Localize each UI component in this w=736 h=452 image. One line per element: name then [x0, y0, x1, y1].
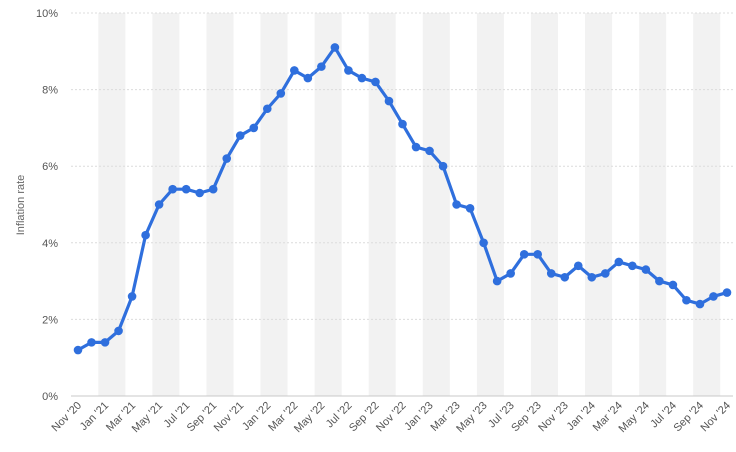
data-point [682, 295, 691, 305]
data-point [154, 200, 164, 209]
data-point [546, 269, 556, 278]
data-point [398, 119, 407, 129]
y-axis-ticks: 0% 2% 4% 6% 8% 10% [36, 8, 58, 403]
x-tick-label: Nov '21 [212, 400, 247, 435]
column-band [206, 13, 234, 396]
data-point [195, 188, 204, 198]
column-band [530, 13, 558, 396]
data-point [330, 43, 340, 52]
column-band [639, 13, 667, 396]
y-tick-label: 2% [42, 314, 58, 326]
data-point [100, 338, 110, 347]
data-point [573, 261, 583, 271]
data-point [506, 269, 515, 278]
data-point [587, 272, 597, 282]
column-band [422, 13, 450, 396]
data-point [114, 326, 123, 336]
data-point [533, 249, 543, 259]
column-band [314, 13, 342, 396]
data-point [628, 261, 637, 271]
data-point [317, 62, 326, 71]
column-band [476, 13, 504, 396]
data-point [249, 123, 259, 133]
data-point [181, 184, 191, 194]
y-tick-label: 4% [42, 238, 58, 250]
data-point [438, 161, 448, 171]
y-tick-label: 10% [36, 8, 58, 20]
data-point [276, 89, 286, 98]
x-tick-label: May '22 [292, 400, 327, 435]
data-point [695, 299, 705, 309]
data-point [411, 142, 421, 152]
x-tick-label: May '24 [617, 400, 652, 435]
data-point [290, 66, 299, 75]
column-band [260, 13, 288, 396]
column-band [693, 13, 721, 396]
data-point [262, 104, 272, 114]
data-point [344, 66, 353, 75]
data-point [452, 200, 461, 209]
data-point [722, 288, 732, 297]
data-point [614, 257, 624, 267]
data-point [655, 276, 664, 286]
data-point [601, 269, 610, 278]
x-tick-label: Nov '24 [699, 400, 734, 435]
column-band [585, 13, 613, 396]
x-tick-label: Nov '22 [374, 400, 409, 435]
data-point [668, 280, 678, 290]
data-point [235, 131, 245, 140]
y-tick-label: 8% [42, 85, 58, 97]
data-point [73, 345, 83, 355]
data-point [465, 204, 475, 213]
x-tick-label: Nov '23 [536, 400, 571, 435]
data-point [641, 265, 651, 274]
x-tick-label: May '21 [130, 400, 165, 435]
gridlines [71, 12, 733, 397]
data-point [208, 184, 218, 194]
data-point [371, 77, 380, 87]
data-point [357, 73, 367, 83]
data-point [492, 276, 502, 286]
data-point [479, 238, 488, 248]
data-point [519, 249, 529, 259]
data-point [141, 230, 150, 240]
data-point [709, 292, 718, 301]
data-point [127, 292, 137, 301]
data-point [303, 73, 313, 83]
x-tick-label: Nov '20 [50, 400, 85, 435]
data-point [87, 338, 96, 347]
data-point [222, 154, 232, 163]
y-tick-label: 6% [42, 161, 58, 173]
x-tick-label: May '23 [454, 400, 489, 435]
column-bands [98, 13, 721, 396]
column-band [368, 13, 396, 396]
data-point [168, 184, 177, 194]
data-points [73, 43, 732, 355]
y-tick-label: 0% [42, 391, 58, 403]
data-point [384, 96, 394, 106]
y-axis-title: Inflation rate [15, 175, 27, 236]
data-point [425, 146, 434, 156]
data-point [560, 272, 570, 282]
